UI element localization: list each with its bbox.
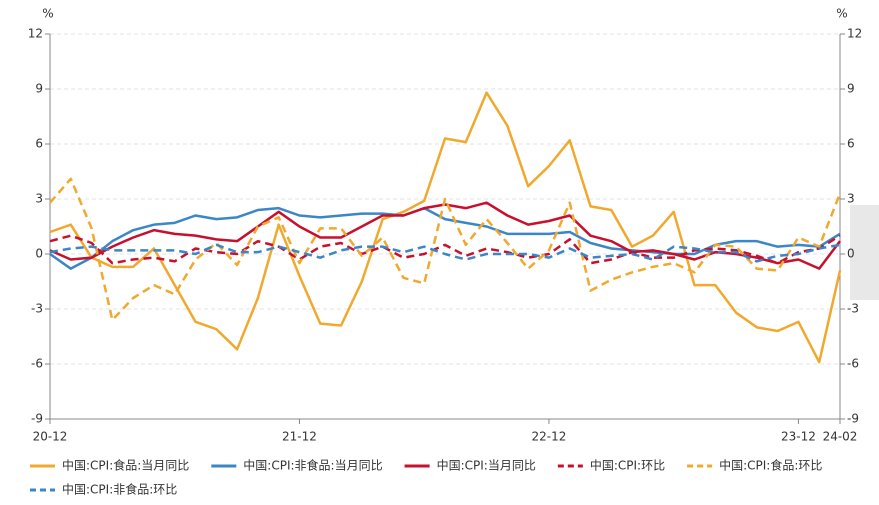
y-tick-label: 12	[28, 27, 43, 41]
y2-tick-label: -6	[847, 357, 859, 371]
series-line	[49, 91, 842, 364]
series-line	[49, 243, 841, 263]
x-tick-label: 24-02	[823, 430, 858, 444]
x-tick-label: 21-12	[282, 430, 317, 444]
legend-label: 中国:CPI:食品:当月同比	[62, 458, 189, 473]
y2-tick-label: -3	[847, 302, 859, 316]
y-tick-label: 6	[35, 137, 43, 151]
x-tick-label: 20-12	[33, 430, 68, 444]
x-tick-label: 22-12	[532, 430, 567, 444]
y-axis-unit: %	[42, 7, 53, 21]
y2-tick-label: 0	[847, 247, 855, 261]
y-tick-label: 0	[35, 247, 43, 261]
legend-label: 中国:CPI:当月同比	[437, 458, 536, 473]
legend-label: 中国:CPI:食品:环比	[719, 458, 822, 473]
y-tick-label: -6	[31, 357, 43, 371]
series-line	[49, 177, 842, 322]
y-tick-label: -3	[31, 302, 43, 316]
legend-label: 中国:CPI:环比	[590, 458, 665, 473]
x-tick-label: 23-12	[781, 430, 816, 444]
y2-tick-label: -9	[847, 412, 859, 426]
series-line	[49, 206, 841, 270]
legend-label: 中国:CPI:非食品:当月同比	[243, 458, 382, 473]
legend-label: 中国:CPI:非食品:环比	[62, 482, 177, 497]
y2-tick-label: 12	[847, 27, 862, 41]
y2-tick-label: 6	[847, 137, 855, 151]
y2-tick-label: 3	[847, 192, 855, 206]
series-line	[49, 234, 841, 265]
y2-tick-label: 9	[847, 82, 855, 96]
y-tick-label: 3	[35, 192, 43, 206]
series-line	[49, 201, 841, 270]
y2-axis-unit: %	[836, 7, 847, 21]
y-tick-label: 9	[35, 82, 43, 96]
y-tick-label: -9	[31, 412, 43, 426]
scroll-handle[interactable]	[850, 205, 879, 300]
